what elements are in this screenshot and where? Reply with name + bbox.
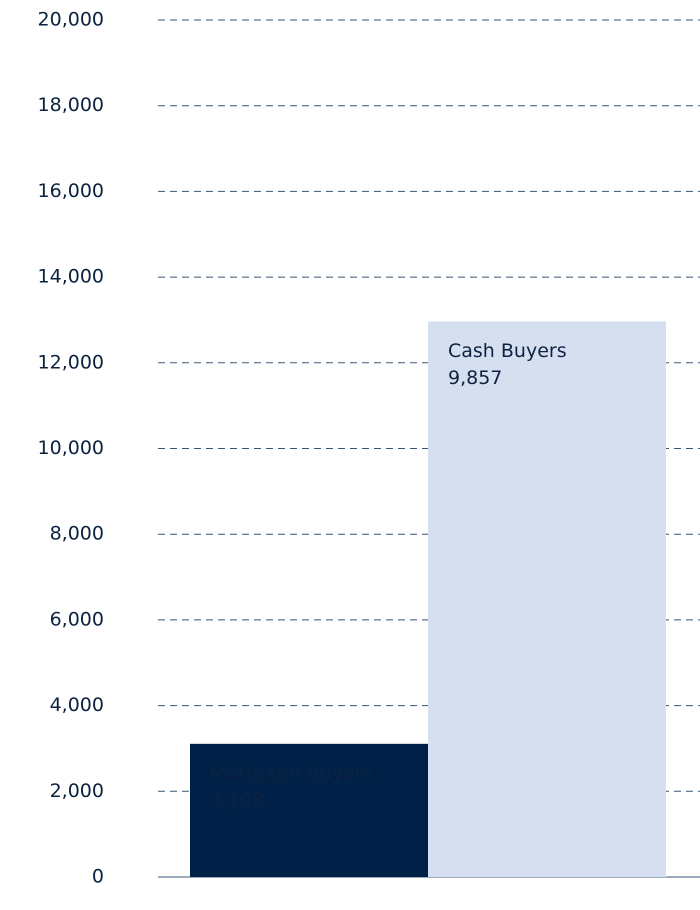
y-tick-label: 0 <box>92 866 104 888</box>
y-tick-label: 10,000 <box>38 437 104 459</box>
y-tick-label: 8,000 <box>50 523 104 545</box>
bar-value-label: 9,857 <box>448 367 502 389</box>
y-tick-label: 18,000 <box>38 94 104 116</box>
y-tick-label: 16,000 <box>38 180 104 202</box>
bar <box>428 321 666 744</box>
bar <box>190 743 428 877</box>
y-tick-label: 20,000 <box>38 9 104 31</box>
y-tick-label: 12,000 <box>38 351 104 373</box>
y-tick-label: 4,000 <box>50 694 104 716</box>
bar-label: Mortgage Buyers <box>210 762 373 784</box>
y-tick-label: 2,000 <box>50 780 104 802</box>
y-tick-label: 6,000 <box>50 608 104 630</box>
bar-base <box>428 743 666 877</box>
bar-value-label: 3,108 <box>210 789 264 811</box>
bar-label: Cash Buyers <box>448 340 567 362</box>
y-tick-label: 14,000 <box>38 266 104 288</box>
